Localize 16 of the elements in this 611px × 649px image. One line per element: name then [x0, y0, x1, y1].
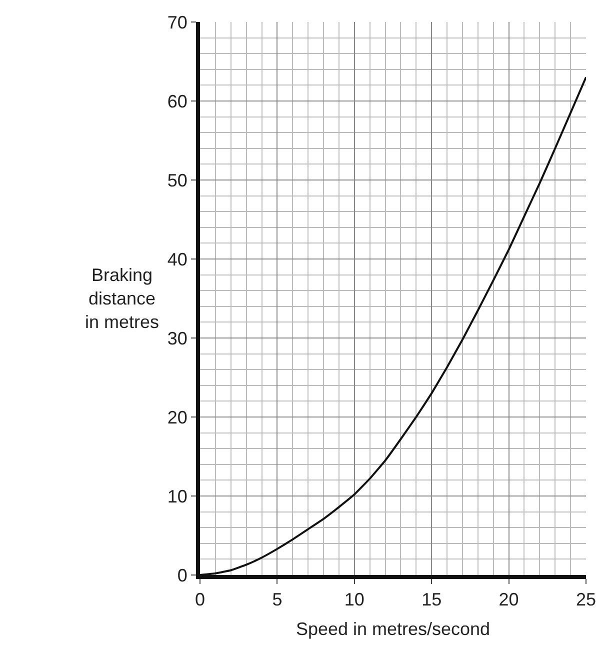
y-tick-label: 70	[167, 12, 188, 32]
x-tick-label: 20	[498, 590, 519, 610]
y-tick-label: 50	[167, 170, 188, 190]
y-axis-title: Braking distance in metres	[85, 265, 160, 332]
x-tick-label: 25	[576, 590, 596, 610]
y-tick-label: 60	[167, 91, 188, 112]
x-tick-label: 10	[344, 590, 364, 610]
y-tick-label: 30	[167, 328, 188, 348]
x-axis-title: Speed in metres/second	[296, 619, 490, 640]
x-tick-label: 5	[272, 590, 282, 610]
y-tick-label: 20	[167, 407, 188, 428]
x-tick-label: 15	[422, 590, 442, 610]
y-tick-label: 0	[177, 565, 188, 586]
y-tick-label: 40	[167, 249, 188, 270]
x-tick-label: 0	[194, 590, 206, 610]
y-tick-label: 10	[167, 486, 188, 506]
